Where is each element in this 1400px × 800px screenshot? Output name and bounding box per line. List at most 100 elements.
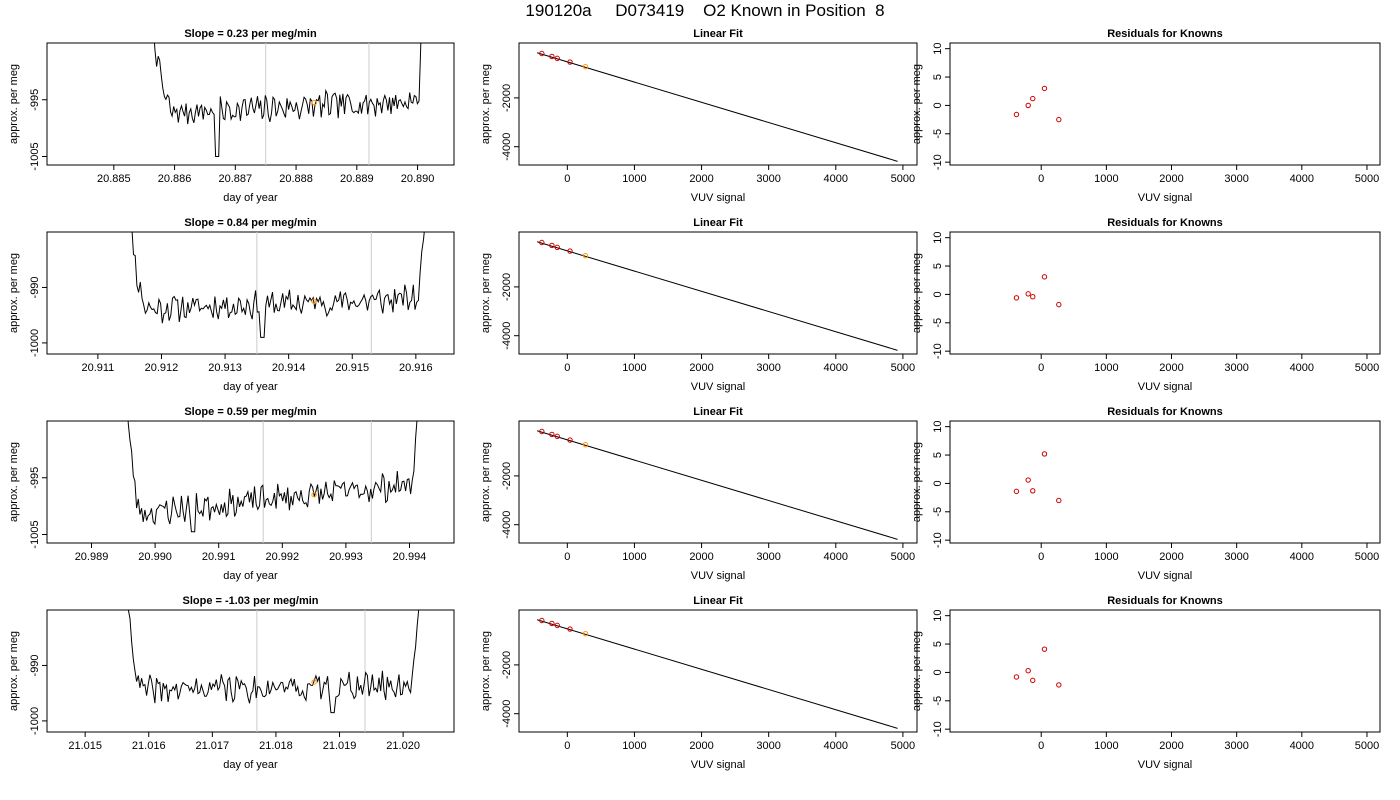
- x-tick-label: 20.916: [399, 362, 433, 374]
- x-tick-label: 3000: [756, 740, 780, 752]
- x-tick-label: 4000: [824, 740, 848, 752]
- x-tick-label: 3000: [1224, 740, 1248, 752]
- y-tick-label: -10: [932, 532, 944, 548]
- x-tick-label: 5000: [891, 362, 915, 374]
- linear-fit-panel-4: Linear Fit 0 1000 2000 3000 4000 5000 -2000 -400…: [480, 595, 918, 771]
- plot-frame: [949, 420, 1381, 544]
- plot-frame: [949, 42, 1381, 166]
- highlight-point: [311, 298, 317, 305]
- x-tick-label: 1000: [622, 740, 646, 752]
- residual-point: [1030, 488, 1036, 494]
- panel-title: Slope = 0.23 per meg/min: [184, 28, 317, 40]
- y-tick-label: -995: [29, 89, 41, 111]
- x-axis-label: VUV signal: [1138, 192, 1192, 204]
- known-point: [567, 626, 573, 632]
- x-tick-label: 4000: [1290, 173, 1314, 185]
- x-tick-label: 3000: [1224, 551, 1248, 563]
- x-tick-label: 5000: [1355, 551, 1379, 563]
- signal-trace: [127, 421, 418, 533]
- y-tick-label: -5: [932, 696, 944, 706]
- x-axis-label: VUV signal: [1138, 570, 1192, 582]
- x-tick-label: 20.890: [401, 173, 435, 185]
- x-tick-label: 21.018: [259, 740, 293, 752]
- y-axis-label: approx. per meg: [8, 631, 20, 711]
- plot-area: [1013, 451, 1062, 504]
- y-tick-label: -1005: [29, 520, 41, 548]
- residual-point: [1025, 477, 1031, 483]
- y-tick-label: 5: [932, 263, 944, 269]
- y-tick-label: -10: [932, 343, 944, 359]
- y-tick-label: -5: [932, 507, 944, 517]
- y-tick-label: -5: [932, 318, 944, 328]
- residual-point: [1013, 674, 1020, 680]
- residual-point: [1056, 116, 1062, 123]
- x-tick-label: 5000: [891, 551, 915, 563]
- x-axis-label: day of year: [223, 381, 278, 393]
- x-tick-label: 2000: [689, 740, 713, 752]
- plot-area: [153, 43, 422, 165]
- y-axis-label: approx. per meg: [480, 253, 492, 333]
- x-tick-label: 4000: [824, 551, 848, 563]
- y-tick-label: -2000: [501, 84, 513, 112]
- y-axis-label: approx. per meg: [8, 253, 20, 333]
- x-tick-label: 1000: [1094, 173, 1118, 185]
- known-point: [554, 244, 560, 251]
- y-tick-label: -4000: [501, 700, 513, 728]
- residual-point: [1041, 646, 1048, 652]
- panel-title: Linear Fit: [693, 406, 743, 418]
- x-tick-label: 3000: [756, 362, 780, 374]
- x-tick-label: 20.886: [158, 173, 192, 185]
- x-tick-label: 4000: [1290, 362, 1314, 374]
- x-tick-label: 3000: [756, 173, 780, 185]
- highlight-point: [311, 492, 317, 498]
- highlight-point: [582, 252, 589, 259]
- known-point: [539, 428, 545, 435]
- y-tick-label: -5: [932, 129, 944, 139]
- y-tick-label: -2000: [501, 651, 513, 679]
- plot-area: [536, 428, 898, 540]
- y-tick-label: -10: [932, 721, 944, 737]
- x-tick-label: 20.885: [97, 173, 131, 185]
- residual-point: [1056, 301, 1062, 308]
- y-tick-label: 0: [932, 102, 944, 108]
- plot-area: [131, 232, 425, 354]
- residual-point: [1056, 682, 1062, 688]
- y-tick-label: -4000: [501, 511, 513, 539]
- x-tick-label: 20.994: [393, 551, 427, 563]
- fit-line: [536, 241, 898, 351]
- x-axis-label: VUV signal: [1138, 381, 1192, 393]
- x-axis-label: day of year: [223, 192, 278, 204]
- linear-fit-panel-1: Linear Fit 0 1000 2000 3000 4000 5000 -2000 -400…: [480, 28, 918, 204]
- highlight-point: [311, 99, 317, 106]
- residual-point: [1041, 451, 1048, 457]
- x-tick-label: 2000: [1159, 362, 1183, 374]
- x-tick-label: 20.887: [218, 173, 252, 185]
- y-tick-label: 10: [932, 610, 944, 622]
- x-tick-label: 5000: [1355, 362, 1379, 374]
- signal-trace: [153, 43, 422, 157]
- y-tick-label: -4000: [501, 133, 513, 161]
- x-axis-label: day of year: [223, 570, 278, 582]
- x-tick-label: 20.993: [329, 551, 363, 563]
- plot-frame: [46, 231, 455, 355]
- y-axis-label: approx. per meg: [480, 631, 492, 711]
- y-tick-label: 5: [932, 452, 944, 458]
- y-tick-label: -2000: [501, 462, 513, 490]
- known-point: [554, 622, 560, 629]
- y-tick-label: 10: [932, 43, 944, 55]
- known-point: [554, 433, 560, 440]
- x-axis-label: VUV signal: [691, 759, 745, 771]
- x-tick-label: 3000: [1224, 362, 1248, 374]
- x-tick-label: 0: [564, 740, 570, 752]
- x-tick-label: 21.015: [68, 740, 102, 752]
- x-tick-label: 0: [1038, 551, 1044, 563]
- x-tick-label: 0: [1038, 740, 1044, 752]
- y-axis-label: approx. per meg: [480, 64, 492, 144]
- known-point: [539, 50, 545, 57]
- highlight-point: [582, 63, 589, 70]
- known-point: [554, 55, 560, 62]
- residual-point: [1030, 293, 1036, 300]
- time-series-panel-3: Slope = 0.59 per meg/min 20.989 20.990 20.9…: [8, 406, 455, 582]
- highlight-point: [582, 441, 589, 448]
- plot-frame: [46, 42, 455, 166]
